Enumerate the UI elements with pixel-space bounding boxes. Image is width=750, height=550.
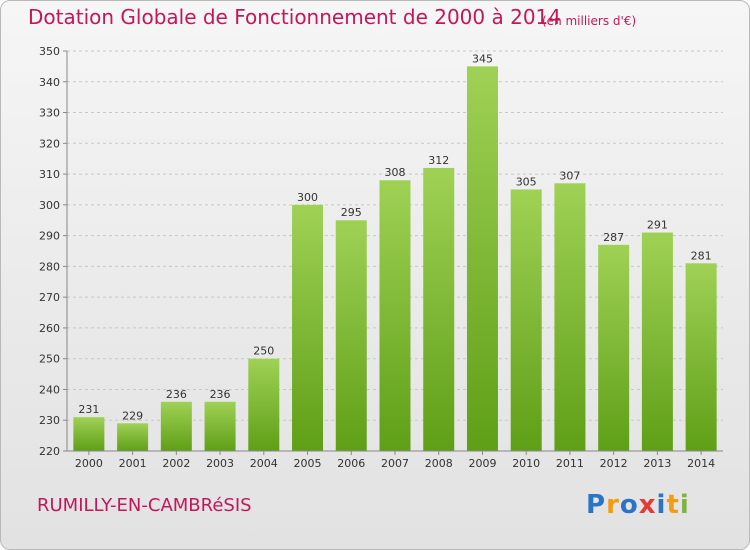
axes: 220 230 240 250 260 270 280 290 300 310 320 330 340 3… bbox=[39, 45, 723, 470]
x-tick-label: 2001 bbox=[119, 457, 147, 470]
bar-value-label: 300 bbox=[297, 191, 318, 204]
bar-2006 bbox=[335, 220, 367, 451]
bar-value-label: 308 bbox=[385, 166, 406, 179]
bar-2003 bbox=[204, 401, 236, 451]
bar-2000 bbox=[73, 417, 105, 451]
y-tick-label: 330 bbox=[39, 107, 60, 120]
x-tick-label: 2004 bbox=[250, 457, 278, 470]
y-tick-label: 270 bbox=[39, 291, 60, 304]
bar-value-label: 312 bbox=[428, 154, 449, 167]
bar-value-label: 305 bbox=[516, 175, 537, 188]
bar-2002 bbox=[160, 401, 192, 451]
bar-2001 bbox=[117, 423, 149, 451]
bar-value-label: 236 bbox=[210, 388, 231, 401]
y-tick-label: 260 bbox=[39, 322, 60, 335]
logo-letter: i bbox=[679, 490, 690, 520]
y-tick-label: 280 bbox=[39, 260, 60, 273]
y-tick-label: 290 bbox=[39, 230, 60, 243]
logo-letter: o bbox=[619, 490, 639, 520]
y-tick-label: 340 bbox=[39, 76, 60, 89]
y-tick-label: 230 bbox=[39, 414, 60, 427]
bar-2009 bbox=[466, 66, 498, 451]
y-tick-label: 220 bbox=[39, 445, 60, 458]
x-tick-label: 2011 bbox=[556, 457, 584, 470]
bar-value-label: 231 bbox=[78, 403, 99, 416]
y-tick-label: 320 bbox=[39, 137, 60, 150]
bar-2012 bbox=[598, 244, 630, 451]
bar-value-label: 229 bbox=[122, 409, 143, 422]
y-tick-label: 250 bbox=[39, 353, 60, 366]
x-tick-label: 2006 bbox=[337, 457, 365, 470]
bar-value-label: 236 bbox=[166, 388, 187, 401]
x-tick-label: 2012 bbox=[600, 457, 628, 470]
unit-note: (en milliers d'€) bbox=[542, 14, 637, 28]
bar-value-label: 281 bbox=[691, 249, 712, 262]
bar-2005 bbox=[292, 204, 324, 451]
bar-value-label: 287 bbox=[603, 231, 624, 244]
logo-letter: P bbox=[586, 490, 607, 520]
logo-letter: i bbox=[656, 490, 667, 520]
logo-letter: t bbox=[666, 490, 680, 520]
y-tick-label: 350 bbox=[39, 45, 60, 58]
bar-2008 bbox=[423, 167, 455, 451]
bar-value-label: 307 bbox=[559, 169, 580, 182]
bar-2010 bbox=[510, 189, 542, 451]
y-tick-label: 300 bbox=[39, 199, 60, 212]
x-tick-label: 2010 bbox=[512, 457, 540, 470]
x-tick-label: 2002 bbox=[162, 457, 190, 470]
bar-2014 bbox=[685, 263, 717, 451]
x-tick-label: 2008 bbox=[425, 457, 453, 470]
bar-value-label: 291 bbox=[647, 219, 668, 232]
x-tick-label: 2009 bbox=[468, 457, 496, 470]
bar-2013 bbox=[641, 232, 673, 451]
bar-2011 bbox=[554, 183, 586, 452]
x-tick-label: 2005 bbox=[294, 457, 322, 470]
x-tick-label: 2007 bbox=[381, 457, 409, 470]
x-tick-label: 2013 bbox=[643, 457, 671, 470]
y-tick-label: 240 bbox=[39, 383, 60, 396]
bar-2007 bbox=[379, 180, 411, 451]
bar-value-label: 345 bbox=[472, 52, 493, 65]
bar-2004 bbox=[248, 358, 280, 451]
bar-value-label: 295 bbox=[341, 206, 362, 219]
bars: 231 229 236 236 250 300 295 308 312 345 305 307 287 2… bbox=[73, 52, 717, 452]
logo-letter: x bbox=[638, 490, 657, 520]
bar-value-label: 250 bbox=[253, 345, 274, 358]
x-tick-label: 2014 bbox=[687, 457, 715, 470]
commune-name: RUMILLY-EN-CAMBRéSIS bbox=[37, 495, 252, 516]
x-tick-label: 2003 bbox=[206, 457, 234, 470]
y-tick-label: 310 bbox=[39, 168, 60, 181]
x-tick-label: 2000 bbox=[75, 457, 103, 470]
proxiti-logo: Proxiti bbox=[586, 490, 690, 520]
logo-letter: r bbox=[606, 490, 620, 520]
chart-title: Dotation Globale de Fonctionnement de 20… bbox=[28, 5, 561, 29]
